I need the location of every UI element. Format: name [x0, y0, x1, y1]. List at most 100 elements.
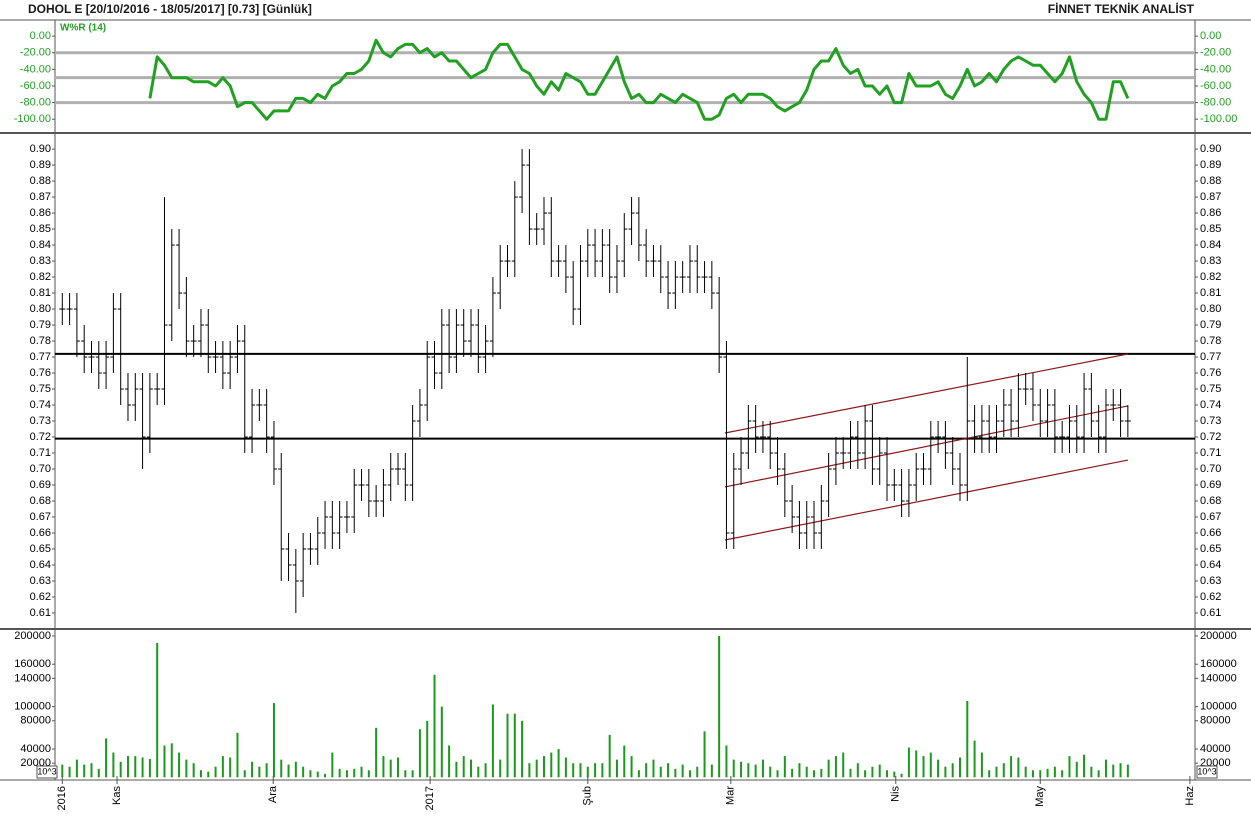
y-tick-label: 0.90	[1200, 143, 1221, 155]
volume-bar	[404, 770, 407, 778]
volume-bar	[820, 768, 823, 778]
y-tick-label: 0.00	[1200, 30, 1221, 42]
volume-bar	[1097, 770, 1100, 778]
volume-bar	[83, 764, 86, 778]
volume-bar	[243, 770, 246, 778]
volume-bar	[1083, 754, 1086, 778]
volume-bar	[988, 770, 991, 778]
volume-bar	[477, 766, 480, 778]
volume-bar	[170, 743, 173, 778]
volume-bar	[659, 766, 662, 778]
y-tick-label: 0.78	[1200, 335, 1221, 347]
volume-bar	[594, 763, 597, 778]
volume-bar	[579, 763, 582, 778]
volume-bar	[484, 763, 487, 778]
volume-bar	[148, 758, 151, 778]
volume-bar	[178, 752, 181, 778]
volume-bar	[696, 766, 699, 778]
volume-bar	[229, 757, 232, 778]
volume-bar	[674, 768, 677, 778]
y-tick-label: 0.81	[1200, 287, 1221, 299]
volume-bar	[119, 761, 122, 778]
y-tick-label: 0.68	[30, 495, 51, 507]
volume-bar	[506, 713, 509, 778]
volume-bar	[1024, 766, 1027, 778]
volume-bar	[68, 766, 71, 778]
y-tick-label: 0.69	[1200, 479, 1221, 491]
volume-bar	[309, 770, 312, 778]
volume-bar	[922, 756, 925, 778]
volume-bar	[75, 759, 78, 778]
volume-bar	[192, 763, 195, 778]
volume-bar	[1039, 770, 1042, 778]
channel-line	[724, 353, 1128, 434]
volume-bar	[601, 763, 604, 778]
volume-bar	[542, 756, 545, 778]
volume-bar	[90, 763, 93, 778]
volume-bar	[397, 757, 400, 778]
volume-bar	[360, 766, 363, 778]
volume-bar	[214, 766, 217, 778]
volume-bar	[1046, 768, 1049, 778]
volume-bar	[265, 763, 268, 778]
volume-bar	[324, 773, 327, 778]
unit-label: 10^3	[37, 766, 56, 776]
y-tick-label: -100.00	[14, 113, 51, 125]
volume-bar	[251, 761, 254, 778]
unit-label: 10^3	[1197, 766, 1216, 776]
y-tick-label: 0.75	[30, 383, 51, 395]
volume-bar	[156, 643, 159, 778]
volume-bar	[615, 759, 618, 778]
volume-bar	[1053, 766, 1056, 778]
y-tick-label: 0.77	[1200, 351, 1221, 363]
y-tick-label: 100000	[14, 701, 51, 713]
volume-bar	[455, 761, 458, 778]
y-tick-label: 0.75	[1200, 383, 1221, 395]
volume-bar	[995, 766, 998, 778]
volume-bar	[1090, 766, 1093, 778]
y-tick-label: 0.73	[30, 415, 51, 427]
y-tick-label: 0.67	[1200, 511, 1221, 523]
y-tick-label: 100000	[1200, 701, 1237, 713]
y-tick-label: 0.74	[1200, 399, 1221, 411]
y-tick-label: 160000	[14, 658, 51, 670]
y-tick-label: 0.76	[1200, 367, 1221, 379]
volume-bar	[1112, 764, 1115, 778]
volume-bar	[980, 752, 983, 778]
volume-bar	[557, 749, 560, 778]
y-tick-label: 0.84	[30, 239, 51, 251]
y-tick-label: 0.86	[30, 207, 51, 219]
volume-bar	[856, 763, 859, 778]
volume-bar	[389, 759, 392, 778]
y-tick-label: 0.87	[30, 191, 51, 203]
y-tick-label: 0.69	[30, 479, 51, 491]
volume-bar	[1010, 756, 1013, 778]
y-tick-label: -60.00	[1200, 80, 1231, 92]
y-tick-label: 0.79	[1200, 319, 1221, 331]
volume-bar	[937, 759, 940, 778]
y-tick-label: 0.82	[30, 271, 51, 283]
y-tick-label: -80.00	[20, 96, 51, 108]
volume-bar	[652, 759, 655, 778]
y-tick-label: 0.79	[30, 319, 51, 331]
volume-bar	[871, 766, 874, 778]
y-tick-label: 0.89	[30, 159, 51, 171]
volume-bar	[915, 750, 918, 778]
volume-bar	[667, 763, 670, 778]
volume-bar	[316, 771, 319, 778]
x-tick-label: 2017	[424, 786, 436, 810]
volume-bar	[462, 756, 465, 778]
y-tick-label: 0.73	[1200, 415, 1221, 427]
volume-bar	[163, 745, 166, 778]
volume-bar	[966, 700, 969, 778]
volume-bar	[791, 768, 794, 778]
y-tick-label: 0.85	[1200, 223, 1221, 235]
volume-bar	[513, 713, 516, 778]
y-tick-label: 200000	[1200, 630, 1237, 642]
volume-bar	[1126, 764, 1129, 778]
volume-bar	[491, 704, 494, 778]
y-tick-label: -40.00	[1200, 63, 1231, 75]
volume-bar	[126, 756, 129, 778]
x-tick-label: Ara	[267, 785, 279, 803]
